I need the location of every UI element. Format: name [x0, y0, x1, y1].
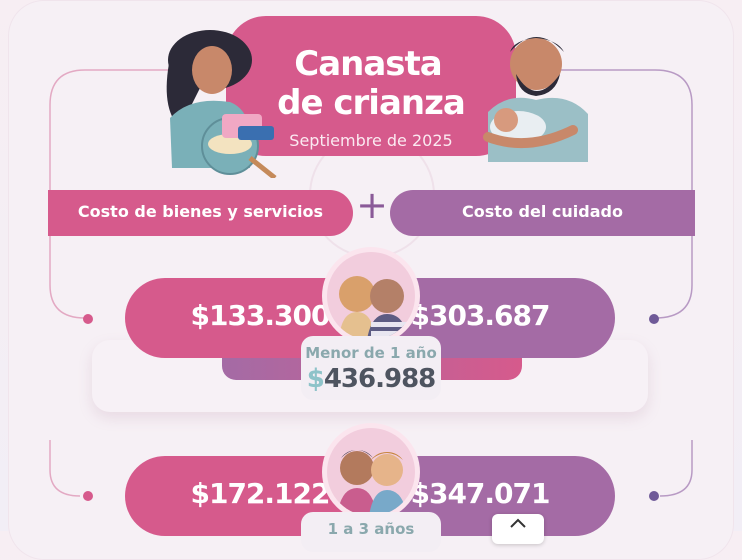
scroll-up-button[interactable] [492, 514, 544, 544]
row2-care-cost: $347.071 [410, 477, 550, 510]
row1-goods-cost: $133.300 [190, 299, 330, 332]
care-cost-category: Costo del cuidado [390, 190, 695, 236]
row2-total-box: 1 a 3 años [301, 512, 441, 552]
page-title-line1: Canasta [294, 44, 442, 84]
page-title-line2: de crianza [277, 83, 466, 123]
row1-babies-avatar [327, 252, 415, 340]
connector-dot-right-2 [649, 491, 659, 501]
chevron-up-icon [510, 518, 526, 528]
row1-care-cost: $303.687 [410, 299, 550, 332]
woman-cooking-illustration [166, 30, 277, 178]
connector-dot-left-1 [83, 314, 93, 324]
plus-icon: + [356, 183, 388, 227]
row2-goods-cost: $172.122 [190, 477, 330, 510]
babies-illustration-1 [339, 276, 407, 340]
row1-total-number: 436.988 [323, 364, 436, 394]
row1-total-amount: $436.988 [301, 364, 441, 394]
row1-age-label: Menor de 1 año [305, 344, 437, 362]
connector-lines [49, 69, 693, 497]
connector-dot-left-2 [83, 491, 93, 501]
row2-toddlers-avatar [327, 428, 415, 516]
row1-total-symbol: $ [306, 364, 325, 394]
connector-dot-right-1 [649, 314, 659, 324]
care-cost-label: Costo del cuidado [462, 202, 623, 221]
goods-services-category: Costo de bienes y servicios [48, 190, 353, 236]
row2-age-label: 1 a 3 años [327, 520, 415, 538]
goods-services-label: Costo de bienes y servicios [77, 202, 324, 221]
row1-total-box: Menor de 1 año $436.988 [301, 336, 441, 400]
page-subtitle: Septiembre de 2025 [289, 131, 453, 150]
toddlers-illustration [337, 450, 407, 516]
title-banner: Canasta de crianza Septiembre de 2025 [226, 16, 516, 156]
man-holding-baby-illustration [483, 37, 588, 162]
